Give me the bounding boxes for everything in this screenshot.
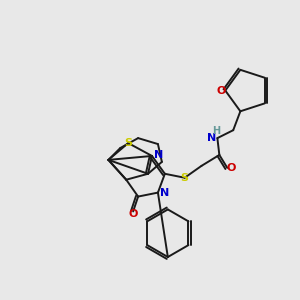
Text: H: H xyxy=(212,126,220,136)
Text: S: S xyxy=(181,173,189,183)
Text: O: O xyxy=(217,85,226,96)
Text: N: N xyxy=(207,133,216,143)
Text: S: S xyxy=(124,138,132,148)
Text: O: O xyxy=(226,163,236,173)
Text: N: N xyxy=(160,188,170,198)
Text: N: N xyxy=(154,150,164,160)
Text: O: O xyxy=(128,209,138,219)
